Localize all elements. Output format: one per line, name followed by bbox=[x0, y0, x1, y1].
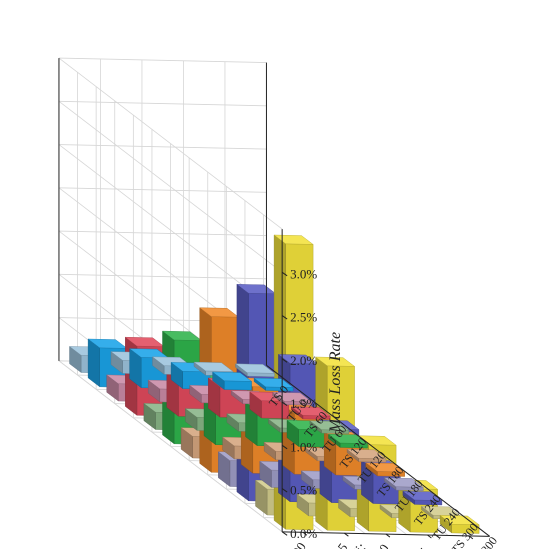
bar bbox=[327, 433, 369, 449]
bar-top bbox=[87, 338, 128, 349]
bar-top bbox=[402, 490, 443, 501]
bar bbox=[309, 420, 350, 434]
bar-top bbox=[199, 307, 240, 318]
bar-top bbox=[128, 348, 170, 359]
z-tick bbox=[281, 401, 288, 406]
z-tick-label: 1.5% bbox=[290, 396, 317, 411]
bar-face bbox=[223, 380, 252, 391]
z-tick-label: 0.0% bbox=[290, 526, 317, 541]
bar-top bbox=[277, 354, 319, 365]
grid-line bbox=[58, 187, 267, 193]
bar-top bbox=[420, 506, 462, 517]
bar-top bbox=[309, 420, 350, 431]
bar-top bbox=[314, 356, 356, 367]
bar bbox=[439, 514, 480, 534]
grid-line bbox=[58, 273, 267, 280]
fi-tick bbox=[344, 532, 349, 537]
bar-top bbox=[346, 449, 387, 460]
grid-line bbox=[58, 57, 267, 63]
bar-top bbox=[439, 515, 480, 526]
bar-top bbox=[124, 336, 165, 347]
fi-tick bbox=[385, 533, 391, 538]
fi-tick bbox=[468, 535, 474, 540]
chart-axis-labels: 0.0% 0.5% 1.0% 1.5% 2.0% 2.5% 3.0% Mass Loss Ra… bbox=[266, 266, 500, 549]
z-axis-title: Mass Loss Rate bbox=[327, 332, 344, 433]
bar-top bbox=[273, 234, 314, 245]
grid-line bbox=[58, 101, 283, 273]
z-tick bbox=[281, 488, 288, 493]
grid-line bbox=[58, 100, 267, 107]
bar bbox=[402, 490, 443, 506]
z-tick-label: 2.0% bbox=[290, 353, 317, 368]
bar-top bbox=[290, 406, 331, 417]
fi-tick-label: 75 bbox=[412, 545, 432, 549]
bar-top bbox=[193, 361, 234, 372]
z-tick bbox=[281, 271, 288, 277]
bar bbox=[253, 377, 294, 392]
fi-tick-label: 150 bbox=[368, 541, 391, 549]
grid-line bbox=[58, 230, 267, 236]
bar-top bbox=[211, 371, 253, 382]
bar-top bbox=[161, 330, 203, 341]
z-tick-label: 3.0% bbox=[290, 266, 317, 281]
z-tick-label: 2.5% bbox=[290, 310, 317, 325]
bar-top bbox=[383, 477, 424, 488]
fi-tick bbox=[427, 534, 432, 539]
fi-axis-title: Fi: bbox=[347, 541, 370, 549]
chart-bars bbox=[68, 234, 480, 534]
z-tick bbox=[281, 444, 288, 450]
bar-top bbox=[253, 377, 294, 388]
axis-line bbox=[266, 364, 490, 537]
bar bbox=[290, 406, 331, 420]
bar-top bbox=[234, 363, 276, 374]
grid-line bbox=[58, 57, 283, 230]
bar-top bbox=[365, 462, 406, 473]
fi-tick-label: 225 bbox=[327, 540, 350, 549]
z-tick bbox=[281, 531, 288, 536]
bar bbox=[383, 477, 424, 491]
fi-tick-label: 300 bbox=[285, 539, 308, 549]
bar-top bbox=[327, 433, 369, 444]
bar bbox=[346, 448, 387, 463]
bar bbox=[365, 462, 406, 477]
z-tick-label: 0.5% bbox=[290, 483, 317, 498]
chart-axes bbox=[58, 58, 490, 540]
bar bbox=[234, 363, 276, 377]
z-tick-label: 1.0% bbox=[290, 439, 317, 454]
fi-tick bbox=[302, 531, 308, 536]
grid-line bbox=[58, 144, 267, 150]
z-tick bbox=[281, 358, 288, 363]
bar bbox=[211, 371, 253, 391]
z-tick bbox=[281, 315, 288, 320]
